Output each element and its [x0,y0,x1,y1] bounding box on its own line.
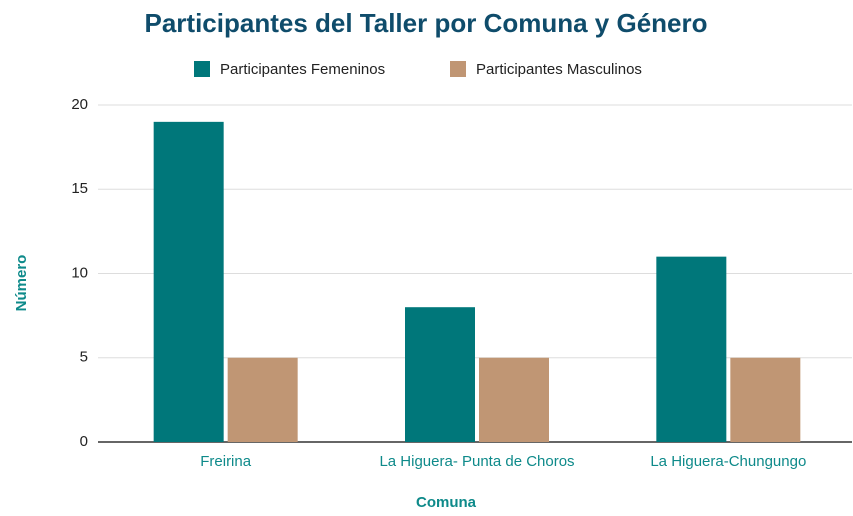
y-tick-label: 20 [71,96,88,113]
legend-label: Participantes Masculinos [476,61,642,78]
y-tick-label: 0 [80,433,88,450]
bar [153,121,224,442]
y-tick-label: 10 [71,264,88,281]
legend-swatch [194,61,210,77]
x-tick-label: Freirina [200,453,252,470]
bar [656,256,727,442]
bar [730,357,801,442]
x-tick-label: La Higuera-Chungungo [650,453,806,470]
y-tick-label: 15 [71,180,88,197]
x-tick-label: La Higuera- Punta de Choros [379,453,574,470]
chart-title: Participantes del Taller por Comuna y Gé… [145,8,708,38]
y-axis-title: Número [13,255,30,312]
bar [227,357,298,442]
legend-label: Participantes Femeninos [220,61,385,78]
x-axis-title: Comuna [416,494,477,511]
bar [479,357,549,442]
y-tick-label: 5 [80,349,88,366]
bar [405,307,475,442]
legend-swatch [450,61,466,77]
